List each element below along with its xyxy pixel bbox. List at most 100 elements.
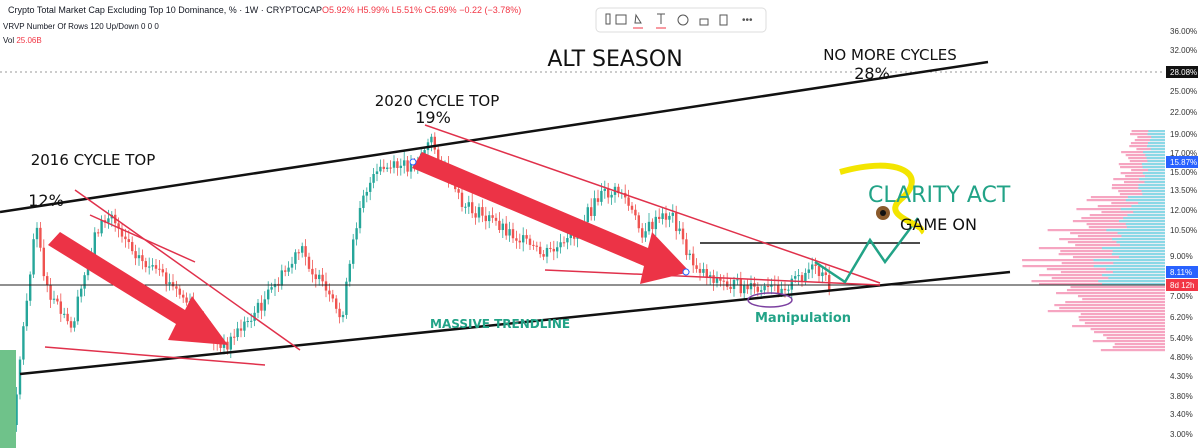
- candle: [783, 288, 787, 291]
- profile-bar: [1142, 166, 1165, 169]
- annotation: 28%: [854, 64, 890, 83]
- candle: [749, 283, 753, 290]
- candle: [770, 284, 773, 287]
- profile-bar: [1148, 169, 1165, 172]
- candle: [709, 275, 712, 278]
- candle: [505, 223, 508, 236]
- candle: [726, 281, 729, 287]
- candle: [365, 191, 368, 196]
- profile-bar: [1139, 178, 1165, 181]
- candle: [539, 246, 542, 255]
- profile-bar: [1133, 211, 1165, 214]
- profile-bar: [1038, 247, 1165, 250]
- candle: [481, 207, 484, 216]
- profile-bar: [1141, 190, 1165, 193]
- drawing-toolbar[interactable]: [595, 7, 767, 33]
- candle: [423, 150, 426, 154]
- candle: [559, 242, 562, 248]
- candle: [386, 167, 389, 169]
- candle: [688, 253, 691, 256]
- candle: [396, 161, 399, 168]
- candle: [32, 239, 35, 275]
- candle: [498, 220, 501, 231]
- ohlc: O5.92% H5.99% L5.51% C5.69% −0.22 (−3.78…: [322, 5, 521, 15]
- candle: [134, 251, 137, 259]
- candle: [821, 272, 824, 277]
- candle: [263, 299, 266, 311]
- candle: [702, 268, 705, 273]
- candle: [49, 284, 52, 300]
- annotation: 2016 CYCLE TOP: [31, 151, 156, 169]
- profile-bar: [1142, 193, 1165, 196]
- candle: [671, 212, 674, 216]
- profile-bar: [1120, 244, 1165, 247]
- candle: [552, 248, 555, 252]
- candle: [178, 288, 181, 295]
- candle: [158, 268, 161, 270]
- axis-label: 9.00%: [1170, 252, 1193, 261]
- candle: [797, 275, 800, 277]
- profile-bar: [1112, 346, 1165, 349]
- candle: [528, 238, 532, 245]
- candle: [763, 285, 766, 291]
- candle: [42, 247, 45, 277]
- profile-bar: [1116, 241, 1165, 244]
- axis-label: 6.20%: [1170, 313, 1193, 322]
- indicator: VRVP Number Of Rows 120 Up/Down 0 0 0: [3, 22, 159, 31]
- candle: [634, 209, 637, 216]
- candle: [556, 247, 559, 252]
- axis-label: 7.00%: [1170, 292, 1193, 301]
- profile-bar: [1112, 271, 1165, 274]
- candle: [243, 321, 246, 331]
- candle: [678, 228, 681, 232]
- candle: [273, 283, 277, 288]
- candle: [494, 217, 498, 221]
- candle: [280, 270, 283, 286]
- profile-bar: [1117, 232, 1165, 235]
- candle: [675, 212, 678, 232]
- candle: [794, 276, 797, 279]
- candle: [18, 359, 22, 395]
- profile-bar: [1142, 172, 1165, 175]
- candle: [474, 213, 477, 218]
- candle: [661, 213, 664, 220]
- candle: [464, 206, 467, 208]
- profile-bar: [1147, 160, 1165, 163]
- profile-bar: [1149, 139, 1165, 142]
- candle: [392, 161, 396, 168]
- candle: [603, 188, 606, 191]
- candle: [596, 198, 600, 202]
- axis-label: 8.11%: [1170, 268, 1192, 277]
- profile-bar: [1125, 199, 1165, 202]
- candle: [654, 216, 657, 230]
- trendlines: [0, 60, 1011, 376]
- axis-label: 3.40%: [1170, 410, 1193, 419]
- annotation: ALT SEASON: [547, 47, 682, 72]
- profile-bar: [1151, 136, 1165, 139]
- candle: [222, 341, 226, 348]
- candle: [324, 281, 328, 291]
- candle: [586, 207, 589, 223]
- candle: [345, 281, 348, 315]
- candle: [15, 394, 18, 426]
- candle: [681, 228, 685, 240]
- profile-bar: [1077, 235, 1165, 238]
- candle: [739, 279, 742, 294]
- axis-label: 3.00%: [1170, 430, 1193, 439]
- candle: [389, 167, 392, 169]
- annotation: 2020 CYCLE TOP: [375, 92, 500, 110]
- candle: [705, 268, 708, 278]
- candle: [270, 287, 273, 290]
- candle: [501, 223, 504, 231]
- candle: [226, 341, 229, 350]
- candle: [658, 216, 661, 220]
- profile-bar: [1094, 331, 1165, 334]
- candle: [641, 228, 644, 238]
- candle: [362, 195, 365, 208]
- profile-bar: [1141, 163, 1165, 166]
- candle: [267, 289, 270, 300]
- candle: [168, 282, 171, 285]
- candle: [777, 284, 780, 294]
- profile-bar: [1054, 304, 1165, 307]
- candle: [617, 186, 620, 194]
